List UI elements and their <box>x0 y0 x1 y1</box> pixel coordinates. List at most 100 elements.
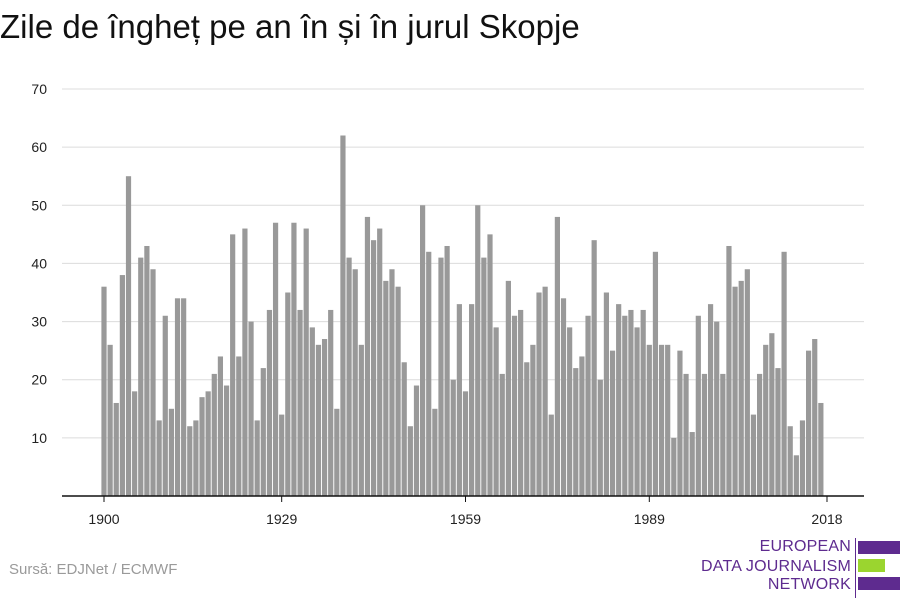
bar <box>230 234 236 497</box>
bar <box>420 205 426 497</box>
bar <box>750 414 757 496</box>
bar <box>328 309 334 496</box>
bar <box>223 385 230 496</box>
bar <box>309 327 315 496</box>
bar <box>573 368 579 496</box>
bar <box>377 228 383 497</box>
bar <box>162 315 168 496</box>
bar <box>646 344 652 496</box>
bar <box>107 344 113 496</box>
bar <box>211 373 217 496</box>
bar <box>407 426 413 496</box>
logo-purple-bar-top <box>858 541 900 554</box>
bar <box>413 385 420 496</box>
bar <box>370 240 377 496</box>
bar <box>272 222 279 497</box>
bar <box>806 350 812 496</box>
logo-line-network: NETWORK <box>767 576 851 593</box>
bar <box>671 437 677 496</box>
chart-title: Zile de îngheț pe an în și în jurul Skop… <box>0 8 580 45</box>
bar <box>456 304 462 496</box>
bar <box>156 420 162 496</box>
bar <box>640 309 646 496</box>
bar <box>291 222 297 497</box>
logo-line-european: EUROPEAN <box>759 538 851 555</box>
bar <box>616 304 622 496</box>
x-tick-label: 1900 <box>88 511 119 527</box>
bar <box>505 280 511 496</box>
bar <box>303 228 309 497</box>
bar <box>793 455 799 496</box>
bar <box>567 327 573 496</box>
bar <box>444 245 450 496</box>
bar <box>236 356 242 496</box>
bar <box>818 402 824 496</box>
bar <box>395 286 401 496</box>
bar <box>450 379 456 496</box>
x-tick-label: 1929 <box>266 511 297 527</box>
source-note: Sursă: EDJNet / ECMWF <box>9 561 178 578</box>
bar <box>383 280 389 496</box>
bar <box>769 333 775 496</box>
bar <box>628 309 634 496</box>
bar <box>181 298 187 496</box>
bar <box>554 216 560 496</box>
x-tick-label: 1959 <box>450 511 481 527</box>
bar <box>113 402 119 496</box>
bar <box>469 304 475 496</box>
bar <box>481 257 487 496</box>
edjnet-logo: EUROPEAN DATA JOURNALISM NETWORK <box>700 530 900 600</box>
bar <box>254 420 260 496</box>
bar <box>266 309 273 496</box>
y-tick-label: 40 <box>31 255 47 271</box>
bar <box>334 408 340 496</box>
bar <box>321 339 328 496</box>
gridlines: 10 20 30 40 50 60 70 <box>31 81 864 446</box>
bar <box>493 327 499 496</box>
bar <box>119 275 125 496</box>
bar <box>138 257 144 496</box>
bar <box>187 426 193 496</box>
bar <box>432 408 438 496</box>
bar <box>168 408 174 496</box>
bar <box>579 356 585 496</box>
bar <box>518 309 524 496</box>
bar <box>763 344 769 496</box>
bar <box>812 339 818 496</box>
bar <box>426 251 432 496</box>
y-tick-label: 50 <box>31 197 47 213</box>
bar <box>101 286 107 496</box>
bar <box>677 350 683 496</box>
bar <box>389 269 395 496</box>
bar <box>597 379 603 496</box>
bar <box>720 373 726 496</box>
y-tick-label: 30 <box>31 314 47 330</box>
bar <box>193 420 199 496</box>
bar <box>542 286 548 496</box>
bar <box>499 373 505 496</box>
logo-divider <box>855 538 856 598</box>
bar <box>352 269 358 496</box>
bar <box>260 368 266 496</box>
bar <box>285 292 291 496</box>
bar <box>297 309 303 496</box>
y-tick-label: 10 <box>31 430 47 446</box>
logo-green-bar <box>858 559 885 572</box>
bar <box>714 321 720 496</box>
logo-line-data-journalism: DATA JOURNALISM <box>701 558 851 575</box>
bar <box>125 176 132 496</box>
y-tick-label: 60 <box>31 139 47 155</box>
bar <box>315 344 322 496</box>
bar <box>756 373 763 496</box>
y-tick-label: 70 <box>31 81 47 97</box>
bar <box>462 391 469 496</box>
bar <box>279 414 285 496</box>
bar <box>487 234 493 497</box>
bar <box>511 315 518 496</box>
bar <box>560 298 567 496</box>
bar <box>364 216 371 496</box>
bar <box>475 205 481 497</box>
bar <box>781 251 787 496</box>
y-tick-label: 20 <box>31 372 47 388</box>
